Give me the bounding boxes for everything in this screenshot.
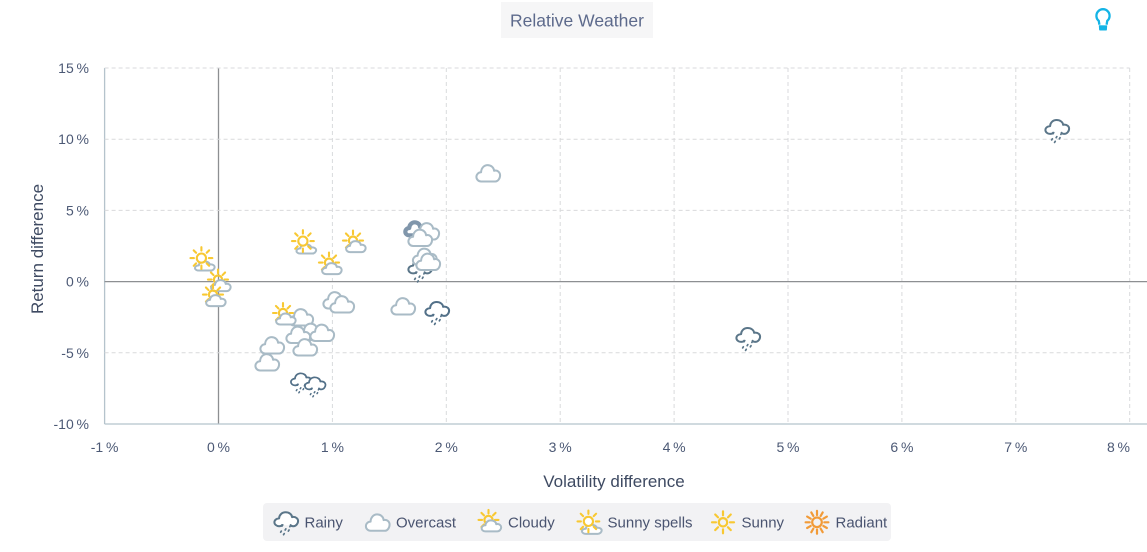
- svg-text:15 %: 15 %: [58, 60, 89, 76]
- svg-text:10 %: 10 %: [58, 131, 89, 147]
- svg-text:8 %: 8 %: [1107, 439, 1130, 455]
- svg-text:5 %: 5 %: [776, 439, 799, 455]
- svg-text:Volatility difference: Volatility difference: [543, 472, 684, 491]
- svg-text:Sunny: Sunny: [742, 515, 785, 532]
- svg-text:Sunny spells: Sunny spells: [608, 515, 693, 532]
- svg-text:4 %: 4 %: [663, 439, 686, 455]
- svg-text:0 %: 0 %: [66, 274, 89, 290]
- svg-text:Return difference: Return difference: [28, 184, 47, 314]
- svg-text:-5 %: -5 %: [61, 345, 89, 361]
- svg-text:6 %: 6 %: [890, 439, 913, 455]
- svg-text:Radiant: Radiant: [836, 515, 889, 532]
- svg-text:-1 %: -1 %: [91, 439, 119, 455]
- svg-text:3 %: 3 %: [549, 439, 572, 455]
- svg-text:-10 %: -10 %: [54, 416, 90, 432]
- svg-text:7 %: 7 %: [1004, 439, 1027, 455]
- svg-text:Cloudy: Cloudy: [508, 515, 555, 532]
- svg-text:Relative Weather: Relative Weather: [510, 11, 644, 31]
- svg-text:Rainy: Rainy: [305, 515, 344, 532]
- svg-text:2 %: 2 %: [435, 439, 458, 455]
- svg-text:1 %: 1 %: [321, 439, 344, 455]
- svg-text:0 %: 0 %: [207, 439, 230, 455]
- svg-text:Overcast: Overcast: [396, 515, 457, 532]
- svg-text:5 %: 5 %: [66, 202, 89, 218]
